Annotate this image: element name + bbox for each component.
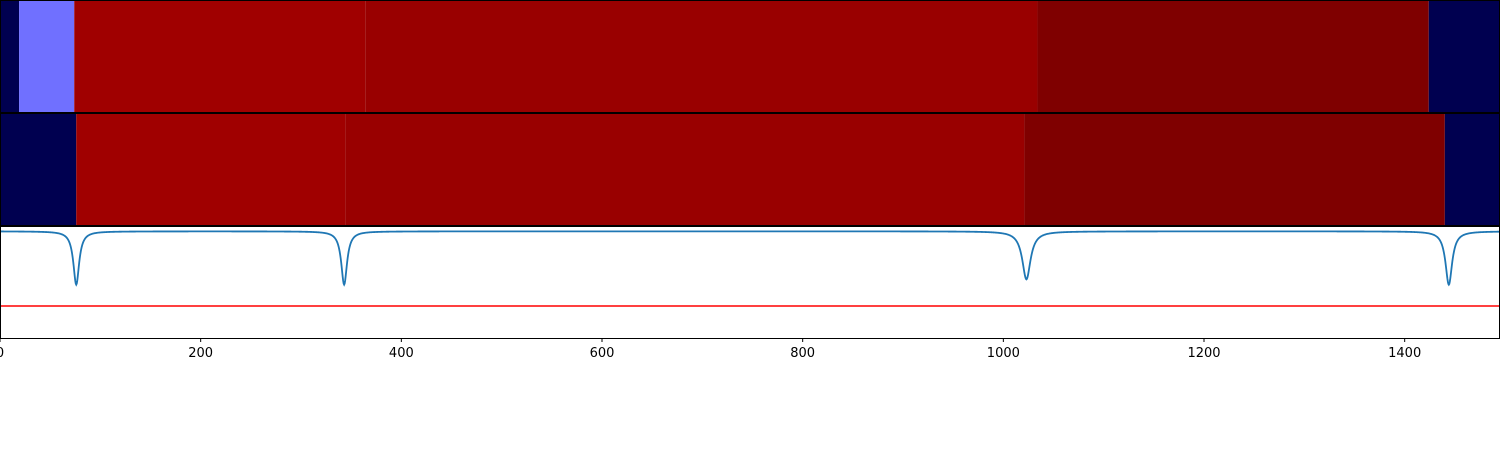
x-tick-label-1400: 1400 xyxy=(1388,346,1421,361)
band-segment-1-0 xyxy=(0,113,77,225)
x-tick-label-600: 600 xyxy=(590,346,615,361)
x-axis: 0 200 400 600 800 1000 1200 1400 xyxy=(0,338,1421,361)
x-tick-label-1000: 1000 xyxy=(987,346,1020,361)
band-segment-0-5 xyxy=(1428,0,1500,112)
band-segment-0-1 xyxy=(19,0,75,112)
band-segment-0-0 xyxy=(0,0,20,112)
band-segment-0-4 xyxy=(1037,0,1429,112)
x-tick-label-400: 400 xyxy=(389,346,414,361)
band-segment-1-1 xyxy=(76,113,346,225)
band-row-top xyxy=(0,0,1500,112)
band-segment-0-2 xyxy=(74,0,366,112)
band-segment-1-4 xyxy=(1444,113,1500,225)
x-tick-label-0: 0 xyxy=(0,346,4,361)
band-segment-1-2 xyxy=(345,113,1025,225)
panel-frame-2 xyxy=(0,226,1500,339)
x-tick-label-1200: 1200 xyxy=(1187,346,1220,361)
line-panel xyxy=(0,230,1500,307)
x-tick-label-200: 200 xyxy=(188,346,213,361)
x-tick-label-800: 800 xyxy=(790,346,815,361)
band-row-bottom xyxy=(0,113,1500,225)
band-segment-1-3 xyxy=(1024,113,1445,225)
signal-series-line xyxy=(0,230,1500,287)
band-segment-0-3 xyxy=(365,0,1038,112)
